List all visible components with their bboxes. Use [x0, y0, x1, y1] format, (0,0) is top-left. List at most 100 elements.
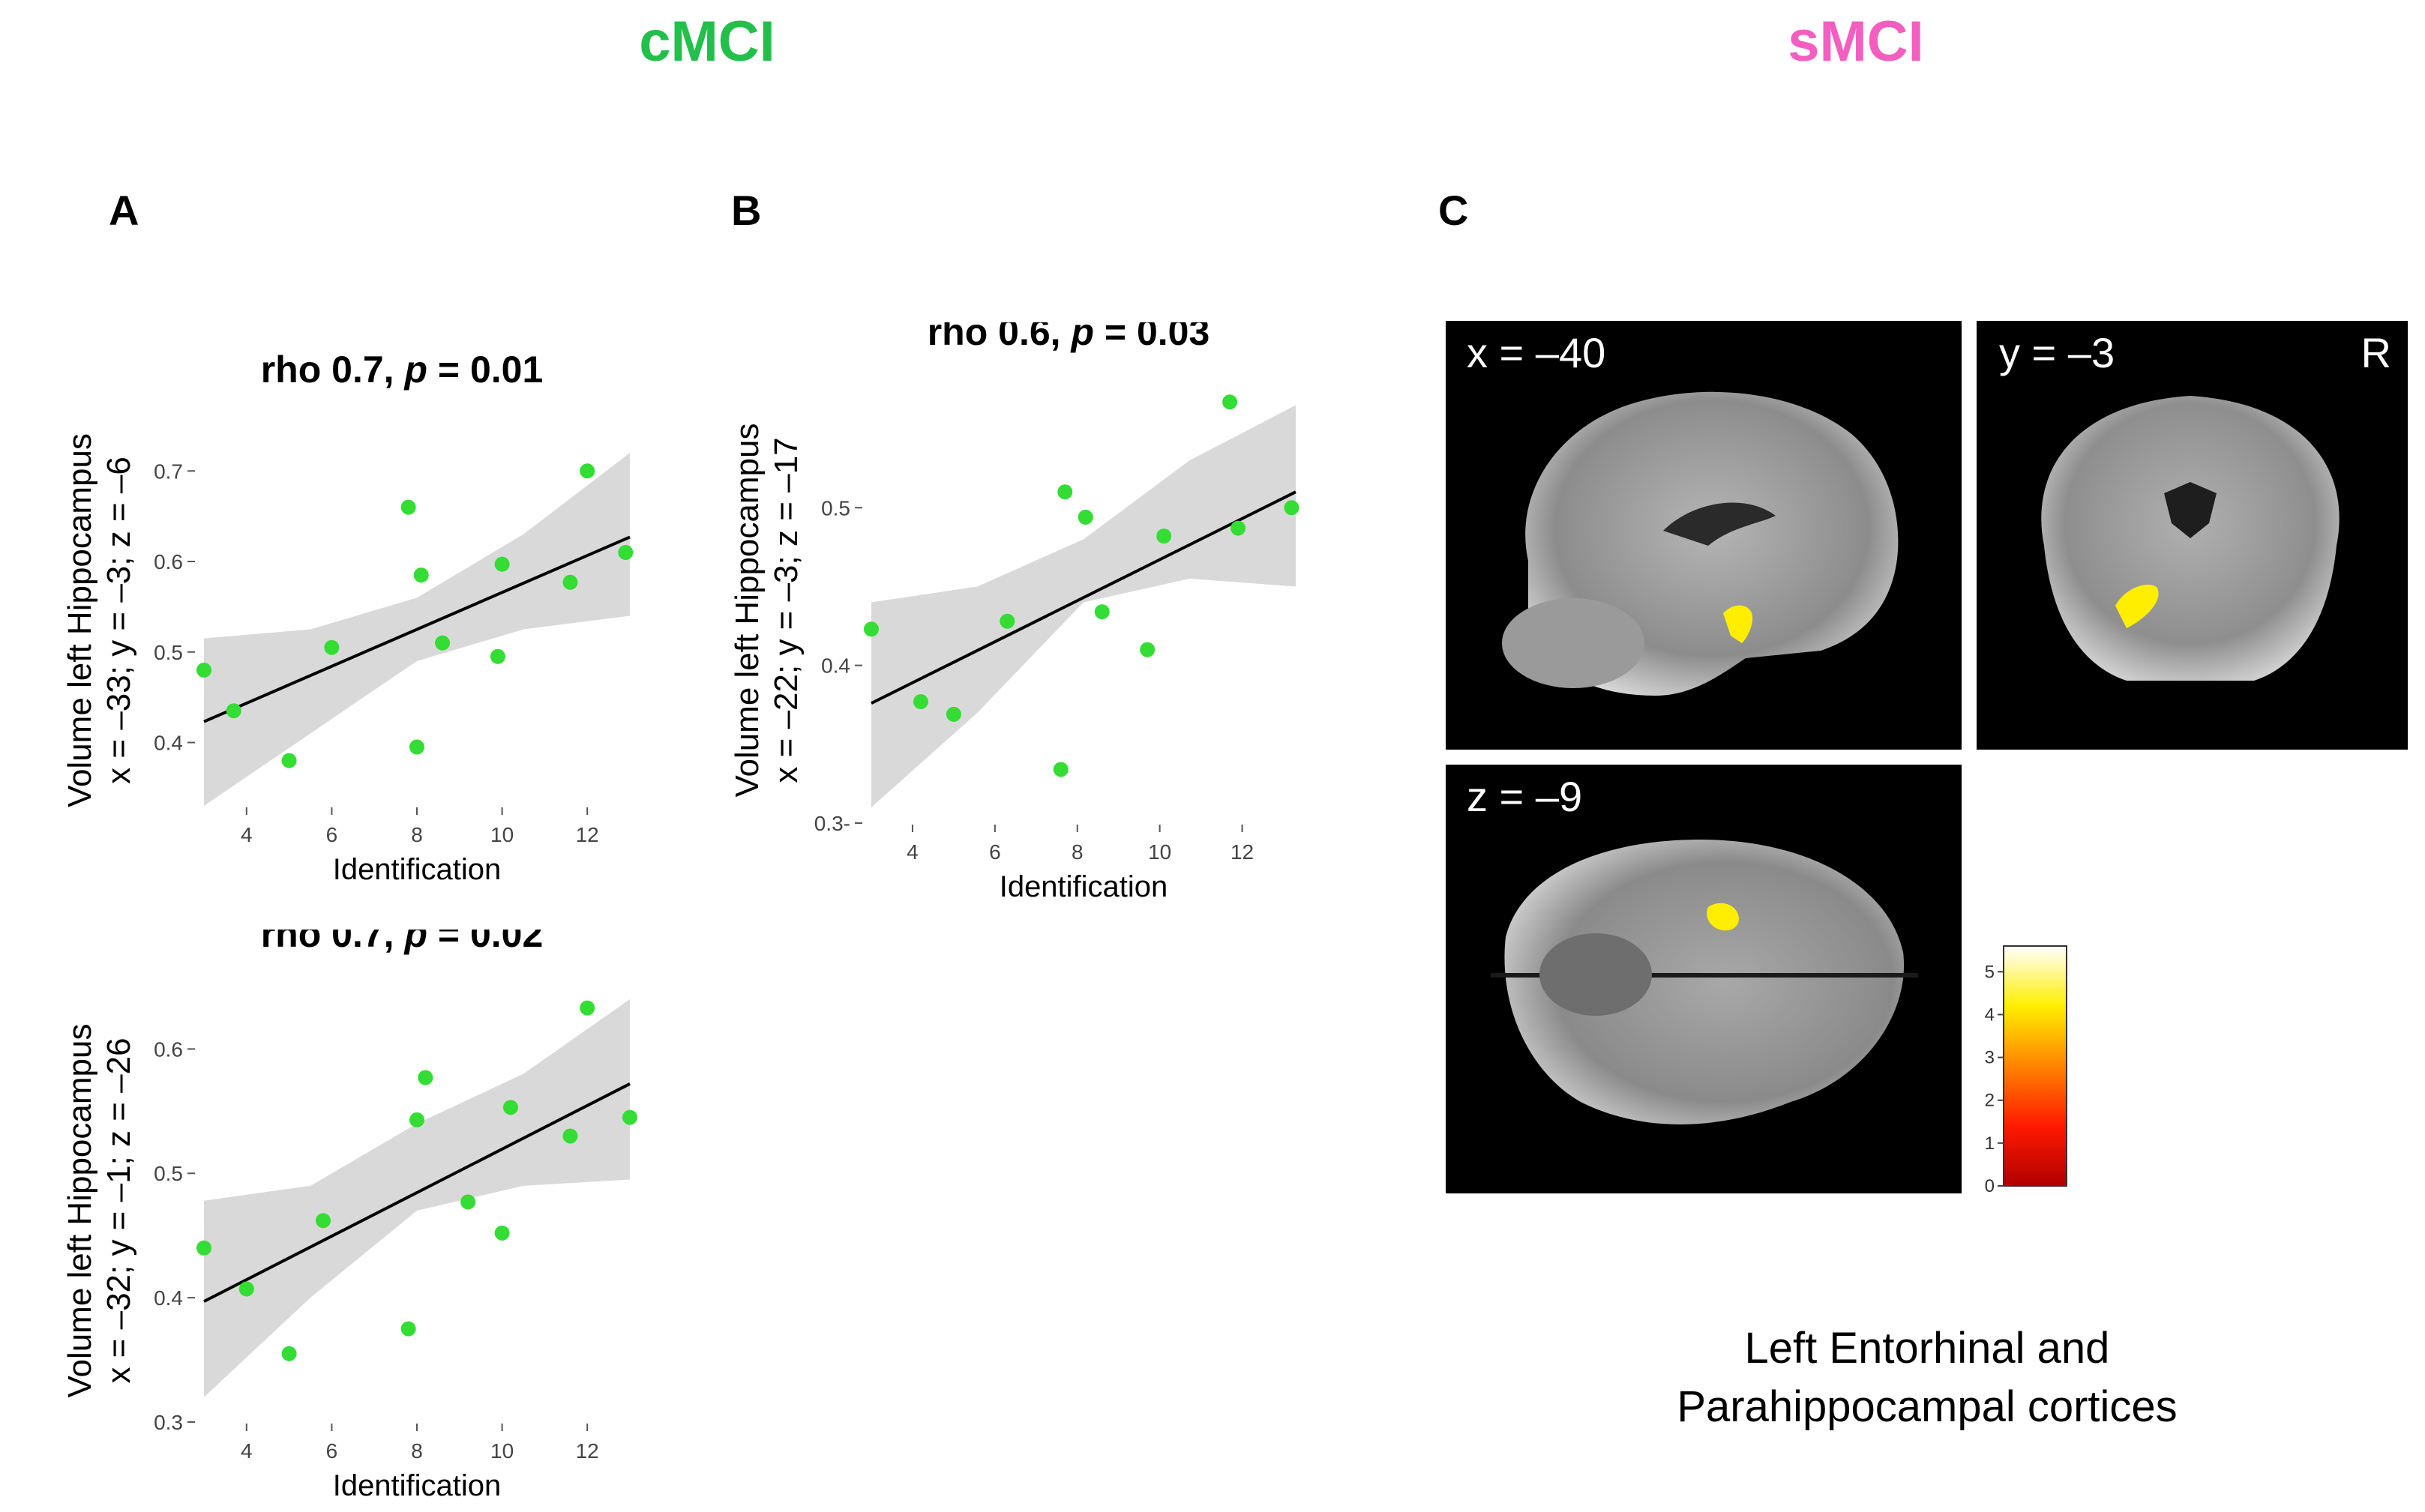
chart-title-rho: rho 0.6, — [928, 322, 1072, 353]
x-tick-label: 10 — [490, 1439, 514, 1463]
data-point — [864, 621, 879, 637]
x-axis-label: Identification — [333, 1469, 502, 1502]
data-point — [502, 1100, 518, 1115]
data-point — [196, 662, 211, 678]
coronal-brain-image — [2041, 396, 2340, 681]
x-tick-label: 4 — [241, 823, 253, 846]
y-axis-label-line-1: Volume left Hippocampus — [61, 1024, 98, 1398]
y-tick-label: 0.3- — [814, 812, 850, 835]
caption-line-2: Parahippocampal cortices — [1677, 1382, 2178, 1431]
brain-sagittal-view: x = –40 — [1446, 321, 1962, 750]
x-axis-label: Identification — [1000, 870, 1168, 900]
data-point — [1094, 604, 1110, 620]
cmci-header: cMCI — [639, 10, 775, 73]
panel-letter-a: A — [109, 187, 139, 234]
data-point — [562, 1128, 578, 1144]
y-tick-label: 0.3 — [154, 1411, 183, 1434]
brain-axial-view: z = –9 — [1446, 765, 1962, 1193]
data-point — [238, 1281, 254, 1297]
colorbar-tick-label: 3 — [1985, 1048, 1995, 1068]
x-tick-label: 8 — [1072, 840, 1084, 864]
colorbar-tick-label: 1 — [1985, 1133, 1995, 1154]
chart-title-value: = 0.03 — [1094, 322, 1210, 353]
panel-letter-c: C — [1438, 187, 1469, 234]
y-axis-label-line-1: Volume left Hippocampus — [61, 433, 98, 807]
y-axis-label: Volume left Hippocampusx = –32; y = –1; … — [61, 1024, 137, 1398]
axial-brain-image — [1491, 840, 1918, 1124]
data-point — [1230, 520, 1246, 536]
brain-coronal-view: y = –3 R — [1977, 321, 2408, 750]
brain-region-caption: Left Entorhinal and Parahippocampal cort… — [1582, 1319, 2272, 1436]
data-point — [622, 1109, 637, 1125]
data-point — [196, 1240, 211, 1256]
chart-title-p: p — [1069, 322, 1094, 353]
colorbar: 0 1 2 3 4 5 — [1985, 945, 2067, 1196]
data-point — [1156, 528, 1172, 544]
y-axis-label: Volume left Hippocampusx = –33; y = –3; … — [61, 433, 137, 807]
regression-line — [871, 490, 1296, 705]
y-tick-label: 0.4 — [154, 1286, 183, 1310]
x-tick-label: 12 — [576, 823, 599, 846]
x-tick-label: 12 — [576, 1439, 599, 1463]
colorbar-tick-label: 0 — [1985, 1176, 1995, 1196]
chart-title-p: p — [403, 349, 427, 391]
y-axis-label-line-2: x = –22; y = –3; z = –17 — [768, 437, 805, 783]
coronal-side-label: R — [2361, 329, 2391, 376]
chart-title-p: p — [403, 930, 427, 955]
colorbar-tick-label: 4 — [1985, 1005, 1995, 1025]
axial-coordinate-label: z = –9 — [1467, 773, 1583, 820]
data-point — [400, 1321, 416, 1337]
sagittal-coordinate-label: x = –40 — [1467, 329, 1606, 376]
y-tick-label: 0.5 — [154, 641, 183, 664]
x-tick-label: 6 — [989, 840, 1001, 864]
chart-title: rho 0.7, p = 0.02 — [261, 930, 544, 955]
data-point — [494, 556, 510, 572]
x-tick-label: 8 — [411, 823, 423, 846]
data-point — [618, 544, 634, 560]
colorbar-tick-label: 2 — [1985, 1091, 1995, 1111]
x-tick-label: 10 — [490, 823, 514, 846]
chart-title: rho 0.6, p = 0.03 — [928, 322, 1210, 353]
y-axis-label-line-2: x = –33; y = –3; z = –6 — [100, 457, 137, 784]
y-tick-label: 0.6 — [154, 1037, 183, 1061]
y-tick-label: 0.6 — [154, 550, 183, 573]
colorbar-tick-label: 5 — [1985, 962, 1995, 982]
x-tick-label: 10 — [1148, 840, 1171, 864]
data-point — [562, 574, 578, 590]
x-tick-label: 8 — [411, 1439, 423, 1463]
data-point — [1284, 500, 1299, 516]
data-point — [409, 739, 424, 755]
y-tick-label: 0.5 — [821, 496, 850, 519]
data-point — [580, 1000, 595, 1016]
data-point — [490, 648, 505, 664]
chart-title-rho: rho 0.7, — [261, 930, 405, 955]
data-point — [1078, 509, 1093, 525]
data-point — [1057, 484, 1073, 500]
smci-header: sMCI — [1788, 10, 1924, 73]
data-point — [316, 1213, 331, 1229]
data-point — [409, 1112, 424, 1127]
sagittal-brain-image — [1502, 391, 1899, 696]
data-point — [946, 706, 961, 722]
caption-line-1: Left Entorhinal and — [1744, 1324, 2110, 1373]
chart-title-value: = 0.02 — [427, 930, 543, 955]
regression-line — [203, 1082, 631, 1303]
scatter-chart-a1: 4 6 8 10 12 0.4 0.5 0.6 0.7 Identification Volume … — [61, 349, 634, 886]
panel-letter-b: B — [731, 187, 762, 234]
regression-line — [203, 535, 631, 723]
data-point — [494, 1225, 510, 1241]
data-point — [324, 639, 340, 655]
x-axis-label: Identification — [333, 853, 502, 886]
data-point — [580, 463, 595, 479]
data-point — [460, 1194, 476, 1210]
data-point — [418, 1070, 433, 1085]
y-tick-label: 0.4 — [821, 654, 850, 678]
scatter-chart-b: 4 6 8 10 12 0.3- 0.4 0.5 Identification Volume le… — [729, 322, 1299, 900]
data-point — [281, 753, 297, 768]
y-tick-label: 0.5 — [154, 1162, 183, 1185]
colorbar-gradient — [2003, 945, 2067, 1187]
data-point — [413, 567, 429, 583]
data-point — [435, 635, 451, 651]
data-point — [1140, 642, 1156, 657]
coronal-coordinate-label: y = –3 — [1999, 329, 2115, 376]
